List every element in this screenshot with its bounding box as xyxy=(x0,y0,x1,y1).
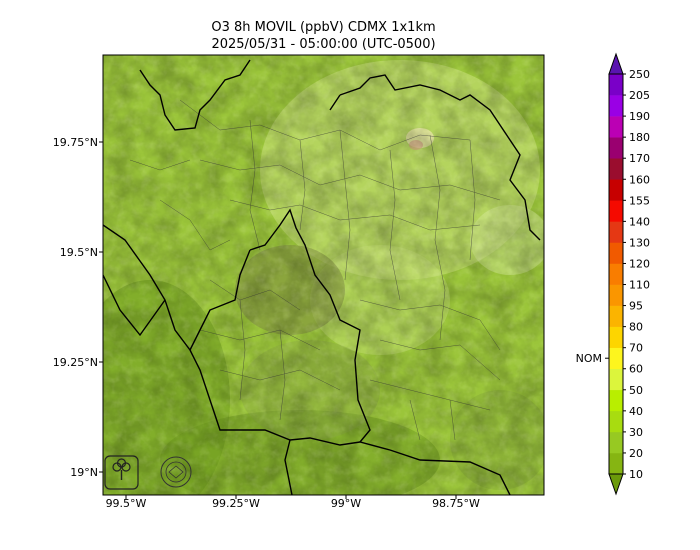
lat-tick-label: 19.5°N xyxy=(60,246,98,259)
lat-tick-label: 19.25°N xyxy=(53,356,98,369)
lat-tick-label: 19.75°N xyxy=(53,136,98,149)
colorbar-tick-label: 190 xyxy=(629,110,650,123)
colorbar-tick-label: 170 xyxy=(629,152,650,165)
colorbar-tick-label: 250 xyxy=(629,68,650,81)
colorbar-tick-label: 70 xyxy=(629,342,643,355)
lat-tick-label: 19°N xyxy=(70,466,98,479)
colorbar-frame xyxy=(608,73,624,475)
colorbar-segment xyxy=(609,389,623,412)
colorbar-segment xyxy=(609,347,623,370)
lat-tick-marks xyxy=(99,141,457,499)
colorbar-segment xyxy=(609,95,623,117)
colorbar-tick-label: 50 xyxy=(629,384,643,397)
lon-tick-label: 98.75°W xyxy=(432,497,480,510)
colorbar-tick-label: 30 xyxy=(629,426,643,439)
map-timestamp: 2025/05/31 - 05:00:00 (UTC-0500) xyxy=(211,37,436,52)
colorbar-extend-low xyxy=(608,473,624,496)
colorbar-segment xyxy=(609,137,623,159)
ozone-field xyxy=(103,55,544,495)
colorbar-segment xyxy=(609,116,623,138)
ciudad-de-mexico-logo xyxy=(160,456,192,488)
colorbar-segment xyxy=(609,158,623,180)
colorbar-segment xyxy=(609,431,623,454)
colorbar-tick-label: 155 xyxy=(629,194,650,207)
colorbar-tick-label: 10 xyxy=(629,468,643,481)
colorbar-segment xyxy=(609,74,623,96)
colorbar-segment xyxy=(609,305,623,327)
lon-tick-label: 99°W xyxy=(331,497,361,510)
colorbar-segment xyxy=(609,326,623,348)
colorbar-tick-label: 205 xyxy=(629,89,650,102)
colorbar-segment xyxy=(609,221,623,243)
colorbar-tick-label: 180 xyxy=(629,131,650,144)
colorbar-tick-label: 60 xyxy=(629,363,643,376)
sedema-logo xyxy=(104,455,139,490)
map-title: O3 8h MOVIL (ppbV) CDMX 1x1km xyxy=(211,20,436,35)
colorbar-tick-label: 160 xyxy=(629,173,650,186)
colorbar-segment xyxy=(609,179,623,201)
colorbar-tick-label: 80 xyxy=(629,321,643,334)
colorbar-segment xyxy=(609,242,623,264)
municipal-boundaries xyxy=(129,99,501,441)
colorbar-segment xyxy=(609,263,623,285)
nom-label: NOM xyxy=(576,352,602,365)
colorbar-tick-label: 95 xyxy=(629,300,643,313)
colorbar-tick-label: 110 xyxy=(629,279,650,292)
colorbar-segment xyxy=(609,284,623,306)
state-boundaries xyxy=(103,59,541,495)
colorbar-tick-label: 120 xyxy=(629,257,650,270)
colorbar-extend-high xyxy=(608,52,624,75)
colorbar-tick-label: 20 xyxy=(629,447,643,460)
lon-tick-label: 99.25°W xyxy=(212,497,260,510)
colorbar-tick-label: 130 xyxy=(629,236,650,249)
colorbar-tick-label: 40 xyxy=(629,405,643,418)
colorbar-segment xyxy=(609,452,623,475)
colorbar-segment xyxy=(609,200,623,222)
lon-tick-label: 99.5°W xyxy=(106,497,147,510)
map-frame xyxy=(102,54,545,496)
colorbar-segment xyxy=(609,368,623,391)
colorbar-segment xyxy=(609,410,623,433)
colorbar-tick-label: 140 xyxy=(629,215,650,228)
